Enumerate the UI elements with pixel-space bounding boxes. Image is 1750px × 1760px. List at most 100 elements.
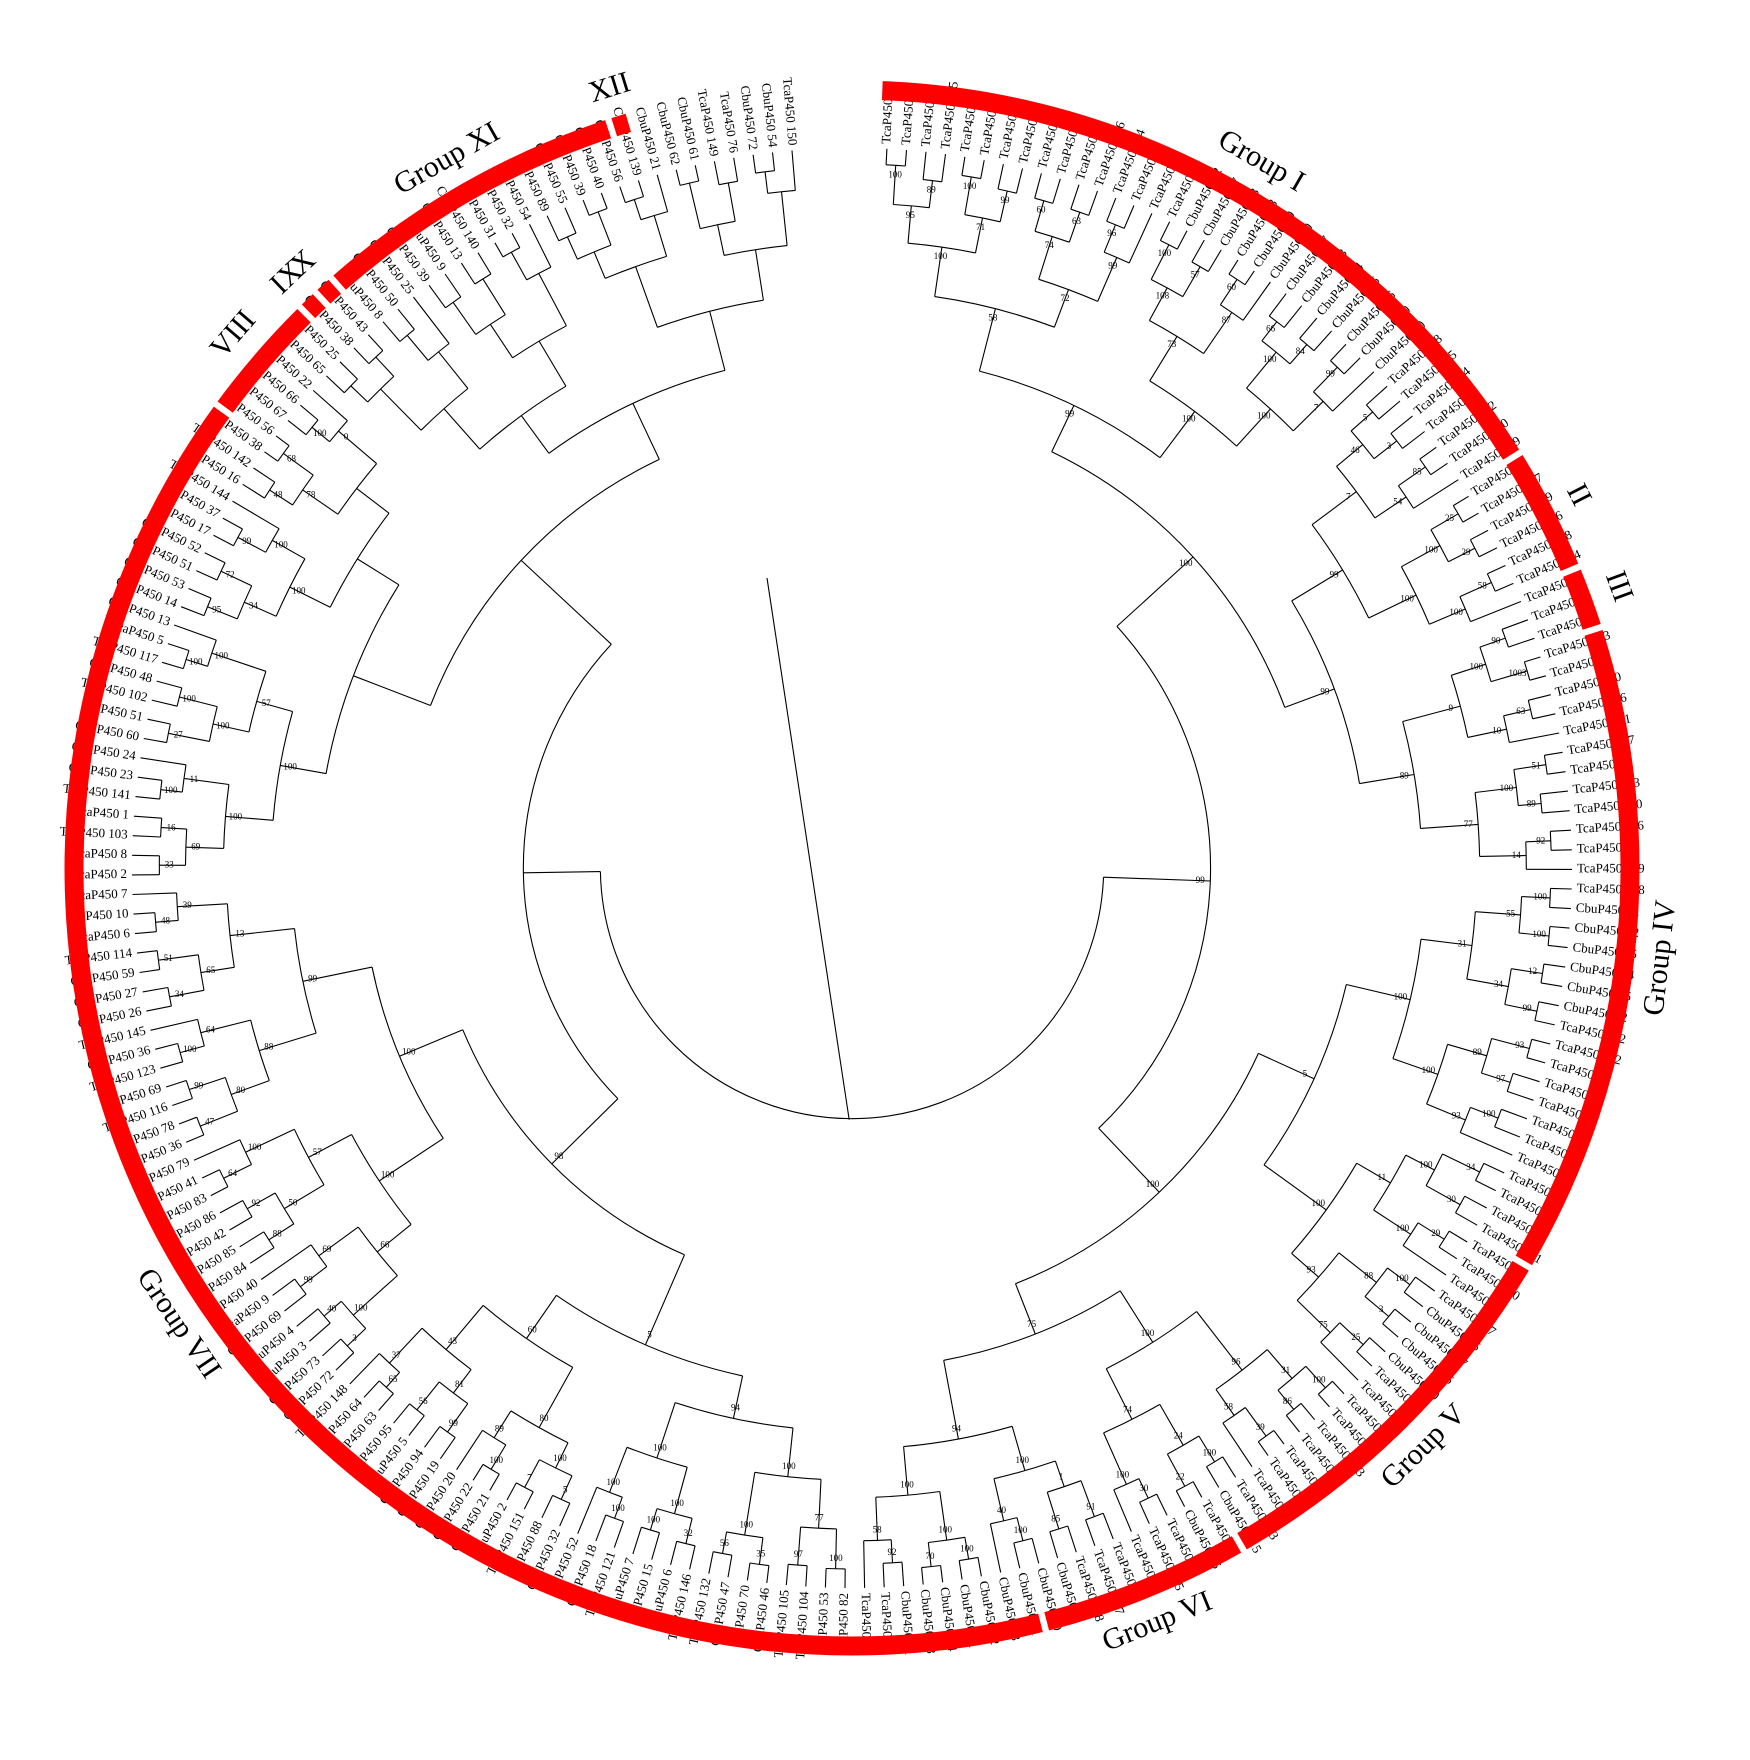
bootstrap-label: 100 [653,1443,667,1453]
branch-line [300,1266,328,1288]
branch-line [1531,1038,1551,1045]
branch-line [1150,244,1170,280]
bootstrap-label: 30 [1447,1194,1457,1204]
bootstrap-label: 89 [927,185,937,195]
branch-arc [184,829,188,866]
branch-line [885,148,888,165]
bootstrap-label: 100 [1263,354,1277,364]
bootstrap-label: 94 [952,1423,962,1433]
branch-arc [1191,261,1209,272]
bootstrap-label: 25 [1445,513,1455,523]
branch-line [1430,462,1448,476]
branch-line [1015,168,1024,194]
branch-line [921,1567,924,1585]
branch-line [283,452,314,476]
bootstrap-label: 1003 [1509,668,1528,678]
bootstrap-label: 93 [1307,1265,1317,1275]
branch-line [1138,1478,1149,1499]
bootstrap-label: 95 [906,210,916,220]
bootstrap-label: 100 [740,1519,754,1529]
branch-line [1246,351,1277,389]
branch-line [140,757,187,766]
bootstrap-label: 100 [963,181,977,191]
branch-line [1455,1212,1478,1226]
branch-line [189,1076,226,1091]
branch-line [1266,1349,1293,1379]
bootstrap-label: 31 [1458,938,1467,948]
bootstrap-label: 108 [1156,291,1170,301]
branch-line [1051,405,1075,453]
branch-arc [1206,1456,1223,1468]
branch-line [890,1539,894,1563]
branch-line [229,928,295,937]
branch-line [443,408,481,450]
branch-line [376,1223,412,1253]
branch-line [1550,829,1572,832]
branch-line [1053,289,1070,328]
bootstrap-label: 90 [1491,636,1501,646]
branch-line [219,1200,243,1214]
branch-line [284,1184,325,1210]
bootstrap-label: 66 [1266,324,1276,334]
bootstrap-label: 100 [900,1479,914,1489]
bootstrap-label: 88 [1364,1270,1374,1280]
branch-line [135,796,160,800]
branch-line [577,1487,598,1534]
bootstrap-label: 29 [1462,547,1472,557]
bootstrap-label: 84 [1296,346,1306,356]
branch-line [613,1521,625,1548]
branch-line [1292,400,1324,432]
branch-line [524,1459,540,1488]
branch-line [1014,1283,1036,1335]
branch-line [1419,446,1437,460]
branch-line [249,1247,275,1264]
branch-line [1317,1393,1330,1408]
branch-arc [522,643,619,1100]
branch-line [1052,178,1061,204]
bootstrap-label: 92 [1536,835,1545,845]
branch-line [1549,925,1570,929]
branch-line [1159,411,1196,459]
branch-line [1102,1513,1114,1540]
branch-arc [1390,433,1403,449]
branch-arc [923,179,942,183]
leaf-label: TcaP450 1 [74,803,130,822]
branch-line [1501,1108,1528,1120]
branch-arc [1149,380,1237,447]
branch-line [541,1495,554,1519]
bootstrap-label: 1 [1059,1471,1064,1481]
bootstrap-label: 85 [1413,467,1423,477]
branch-line [300,404,319,421]
branch-line [132,835,161,838]
bootstrap-label: 89 [1527,798,1537,808]
branch-line [506,1482,517,1501]
branch-line [147,718,171,725]
branch-line [1207,249,1222,272]
branch-line [958,1560,963,1580]
branch-line [1339,1322,1364,1346]
branch-line [1068,212,1081,243]
bootstrap-label: 100 [1469,661,1483,671]
bootstrap-label: 100 [1400,594,1414,604]
branch-line [242,483,265,499]
group-x-arc [317,279,342,304]
bootstrap-label: 100 [782,1461,796,1471]
bootstrap-label: 100 [606,1477,620,1487]
branch-line [653,215,668,257]
branch-arc [1013,1537,1033,1544]
branch-line [1313,330,1333,352]
bootstrap-label: 58 [873,1524,883,1534]
branch-line [363,1380,380,1398]
bootstrap-label: 50 [288,1197,298,1207]
branch-line [1374,496,1407,519]
branch-line [1387,1267,1411,1286]
branch-arc [928,1536,965,1544]
branch-arc [223,784,230,849]
branch-arc [420,388,469,431]
leaf-label: TcaP450 8 [72,845,127,861]
branch-arc [1311,524,1370,619]
branch-line [1338,1252,1377,1283]
bootstrap-label: 14 [1512,850,1522,860]
branch-line [309,1322,331,1342]
branch-line [1222,1456,1237,1478]
